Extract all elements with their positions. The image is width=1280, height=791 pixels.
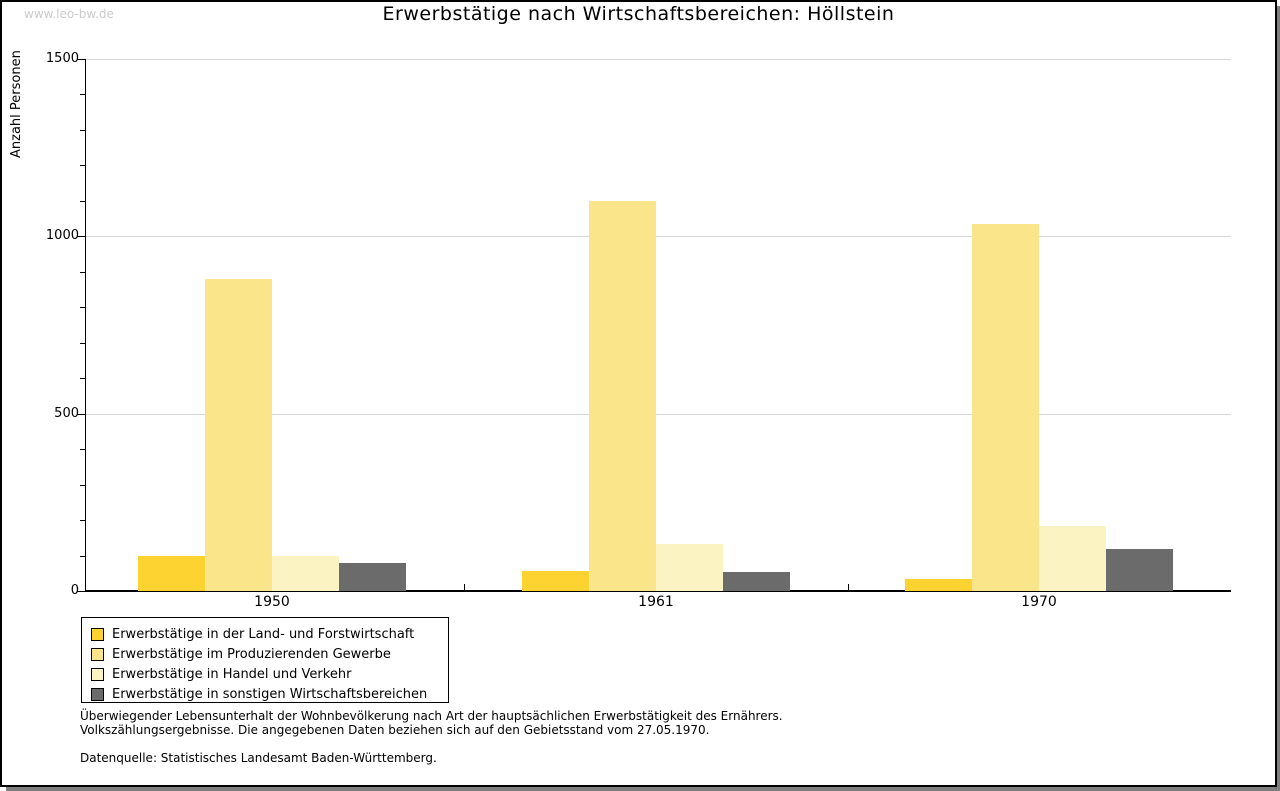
x-category-label-1961: 1961 bbox=[638, 594, 674, 610]
x-category-label-1950: 1950 bbox=[254, 594, 290, 610]
x-category-label-1970: 1970 bbox=[1021, 594, 1057, 610]
gridline-500 bbox=[85, 414, 1231, 415]
y-minor-tick-600 bbox=[80, 378, 85, 379]
gridline-1500 bbox=[85, 59, 1231, 60]
x-boundary-tick-2 bbox=[847, 584, 849, 591]
bar-1950-series-3 bbox=[272, 556, 339, 591]
footer-note-line1: Überwiegender Lebensunterhalt der Wohnbe… bbox=[80, 709, 783, 723]
bar-1961-series-3 bbox=[656, 544, 723, 591]
footer-note-line2: Volkszählungsergebnisse. Die angegebenen… bbox=[80, 723, 710, 737]
bar-1961-series-4 bbox=[723, 572, 790, 591]
y-minor-tick-200 bbox=[80, 520, 85, 521]
gridline-1000 bbox=[85, 236, 1231, 237]
y-minor-tick-100 bbox=[80, 556, 85, 557]
legend-swatch-4 bbox=[91, 687, 104, 701]
legend-swatch-1 bbox=[91, 627, 104, 641]
bar-1970-series-3 bbox=[1039, 526, 1106, 591]
legend-item: Erwerbstätige im Produzierenden Gewerbe bbox=[91, 644, 448, 664]
bar-1961-series-2 bbox=[589, 201, 656, 591]
bar-1970-series-1 bbox=[905, 579, 972, 591]
legend-item: Erwerbstätige in sonstigen Wirtschaftsbe… bbox=[91, 684, 448, 704]
footer-notes: Überwiegender Lebensunterhalt der Wohnbe… bbox=[80, 709, 783, 765]
legend-item: Erwerbstätige in der Land- und Forstwirt… bbox=[91, 624, 448, 644]
bar-1950-series-4 bbox=[339, 563, 406, 591]
y-minor-tick-400 bbox=[80, 449, 85, 450]
x-boundary-tick-1 bbox=[464, 584, 465, 591]
bar-1950-series-2 bbox=[205, 279, 272, 591]
bar-1970-series-4 bbox=[1106, 549, 1173, 591]
legend-swatch-2 bbox=[91, 647, 104, 661]
legend-swatch-3 bbox=[91, 667, 104, 681]
y-minor-tick-900 bbox=[80, 272, 85, 273]
legend: Erwerbstätige in der Land- und Forstwirt… bbox=[81, 617, 449, 703]
y-minor-tick-1200 bbox=[80, 165, 85, 166]
y-minor-tick-1300 bbox=[80, 130, 85, 131]
y-minor-tick-1100 bbox=[80, 201, 85, 202]
y-minor-tick-700 bbox=[80, 343, 85, 344]
y-minor-tick-800 bbox=[80, 307, 85, 308]
y-tick-label-1000: 1000 bbox=[45, 228, 79, 243]
data-source-note: Datenquelle: Statistisches Landesamt Bad… bbox=[80, 751, 437, 765]
legend-item-label: Erwerbstätige in Handel und Verkehr bbox=[112, 666, 352, 682]
y-major-tick-0 bbox=[77, 591, 85, 592]
watermark: www.leo-bw.de bbox=[24, 7, 114, 21]
bar-1970-series-2 bbox=[972, 224, 1039, 591]
legend-item-label: Erwerbstätige in sonstigen Wirtschaftsbe… bbox=[112, 686, 428, 702]
x-axis-line bbox=[85, 590, 1231, 592]
y-axis-line bbox=[85, 59, 86, 591]
drop-shadow-bottom bbox=[6, 787, 1280, 791]
y-minor-tick-300 bbox=[80, 485, 85, 486]
y-tick-label-0: 0 bbox=[70, 583, 79, 598]
legend-item-label: Erwerbstätige in der Land- und Forstwirt… bbox=[112, 626, 415, 642]
y-minor-tick-1400 bbox=[80, 94, 85, 95]
chart-title: Erwerbstätige nach Wirtschaftsbereichen:… bbox=[382, 3, 895, 25]
y-tick-label-1500: 1500 bbox=[45, 51, 79, 66]
bar-1961-series-1 bbox=[522, 571, 589, 591]
y-axis-label: Anzahl Personen bbox=[9, 50, 24, 158]
bar-1950-series-1 bbox=[138, 556, 205, 591]
legend-item: Erwerbstätige in Handel und Verkehr bbox=[91, 664, 448, 684]
drop-shadow-right bbox=[1277, 6, 1280, 791]
y-tick-label-500: 500 bbox=[54, 406, 79, 421]
y-major-tick-1500 bbox=[77, 59, 85, 60]
y-major-tick-1000 bbox=[77, 236, 85, 237]
legend-item-label: Erwerbstätige im Produzierenden Gewerbe bbox=[112, 646, 391, 662]
y-major-tick-500 bbox=[77, 414, 85, 415]
